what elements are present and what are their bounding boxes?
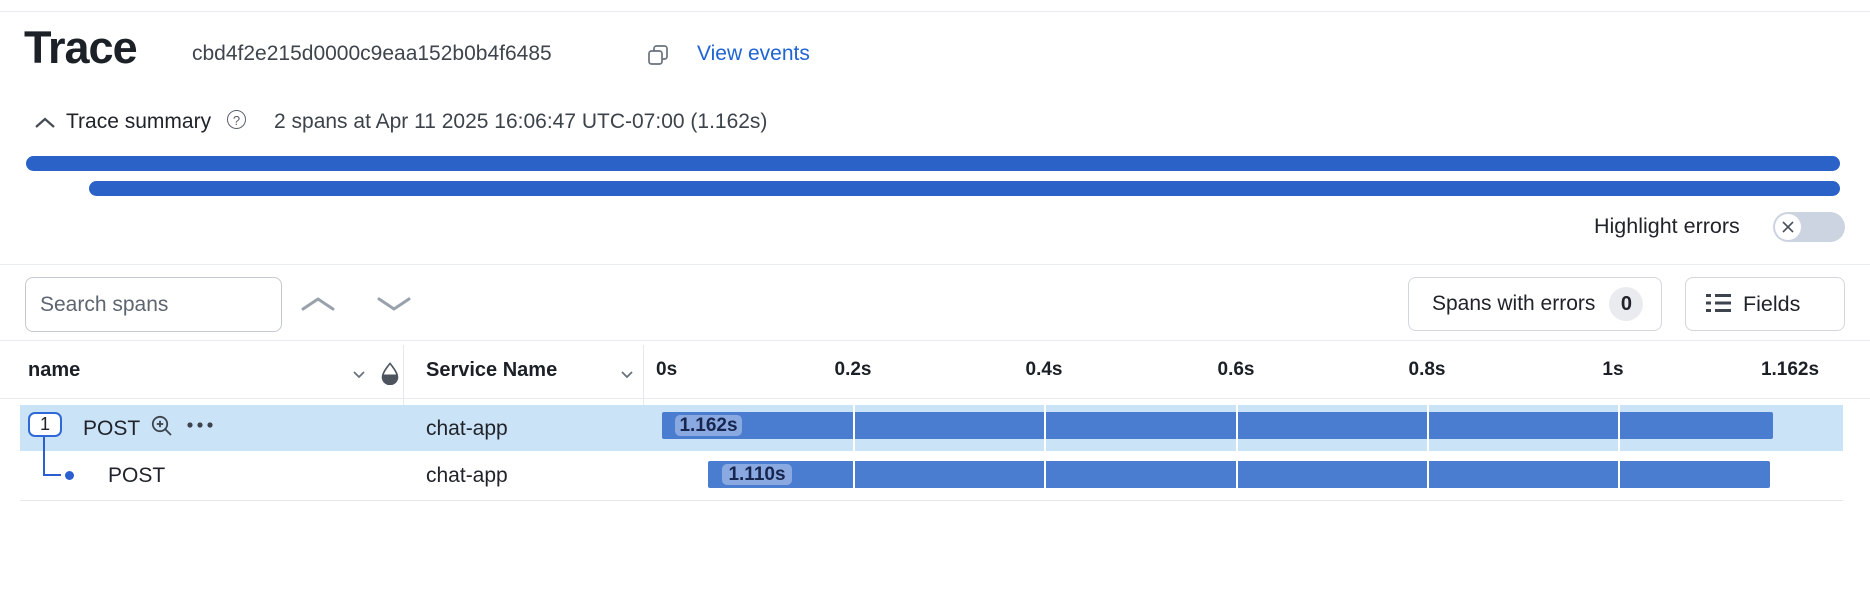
highlight-errors-toggle[interactable] xyxy=(1773,212,1845,242)
toggle-knob-x-icon xyxy=(1775,214,1801,240)
minimap-span-bar-root[interactable] xyxy=(26,156,1840,171)
zoom-in-icon[interactable] xyxy=(150,414,174,438)
service-name-cell: chat-app xyxy=(426,417,508,440)
timeline-tick-0-6s: 0.6s xyxy=(1217,359,1255,380)
tree-connector-line xyxy=(43,474,61,476)
span-name: POST xyxy=(108,464,166,487)
span-duration-bar[interactable] xyxy=(708,461,1770,488)
timeline-tick-0-4s: 0.4s xyxy=(1025,359,1063,380)
name-sort-chevron-down-icon[interactable] xyxy=(352,367,366,379)
row-collapse-badge[interactable]: 1 xyxy=(28,412,62,437)
span-duration-bar[interactable] xyxy=(662,412,1773,439)
duration-label-pill: 1.110s xyxy=(722,464,792,485)
section-divider xyxy=(0,264,1870,265)
timeline-tick-0s: 0s xyxy=(656,359,678,380)
duration-label-pill: 1.162s xyxy=(675,415,742,436)
prev-match-chevron-up-icon[interactable] xyxy=(298,292,338,318)
column-header-service-name[interactable]: Service Name xyxy=(426,359,558,381)
trace-summary-details: 2 spans at Apr 11 2025 16:06:47 UTC-07:0… xyxy=(274,110,768,133)
column-header-name[interactable]: name xyxy=(28,359,81,381)
more-actions-ellipsis-icon[interactable] xyxy=(185,418,215,432)
page-title: Trace xyxy=(24,22,138,73)
service-name-cell: chat-app xyxy=(426,464,508,487)
spans-with-errors-button[interactable]: Spans with errors 0 xyxy=(1408,277,1662,331)
fields-list-icon xyxy=(1706,292,1731,317)
highlight-errors-label: Highlight errors xyxy=(1594,214,1740,238)
timeline-gridline xyxy=(1618,405,1620,500)
minimap-span-bar-child[interactable] xyxy=(89,181,1840,196)
timeline-tick-0-8s: 0.8s xyxy=(1408,359,1446,380)
timeline-gridline xyxy=(853,405,855,500)
trace-summary-label: Trace summary xyxy=(66,110,212,133)
timeline-tick-1s: 1s xyxy=(1602,359,1624,380)
table-top-divider xyxy=(0,340,1870,341)
tree-leaf-dot xyxy=(65,471,74,480)
fields-label: Fields xyxy=(1743,291,1801,316)
service-sort-chevron-down-icon[interactable] xyxy=(620,367,634,379)
trace-id: cbd4f2e215d0000c9eaa152b0b4f6485 xyxy=(192,42,552,65)
copy-icon[interactable] xyxy=(647,44,669,66)
view-events-link[interactable]: View events xyxy=(697,42,810,65)
top-divider xyxy=(0,11,1870,12)
timeline-tick-1-162s: 1.162s xyxy=(1760,359,1820,380)
help-icon[interactable]: ? xyxy=(227,110,246,129)
search-input[interactable] xyxy=(25,277,282,332)
contrast-droplet-icon[interactable] xyxy=(381,362,399,386)
timeline-gridline xyxy=(1427,405,1429,500)
spans-with-errors-label: Spans with errors xyxy=(1432,292,1596,315)
timeline-gridline xyxy=(1236,405,1238,500)
rows-bottom-divider xyxy=(20,500,1843,501)
spans-with-errors-count-badge: 0 xyxy=(1609,287,1644,321)
fields-button[interactable]: Fields xyxy=(1685,277,1845,331)
header-bottom-divider xyxy=(0,398,1870,399)
timeline-tick-0-2s: 0.2s xyxy=(834,359,872,380)
next-match-chevron-down-icon[interactable] xyxy=(374,292,414,318)
timeline-gridline xyxy=(1044,405,1046,500)
tree-connector-line xyxy=(43,437,45,476)
span-name: POST xyxy=(83,417,141,440)
collapse-summary-chevron-up-icon[interactable] xyxy=(34,116,56,132)
